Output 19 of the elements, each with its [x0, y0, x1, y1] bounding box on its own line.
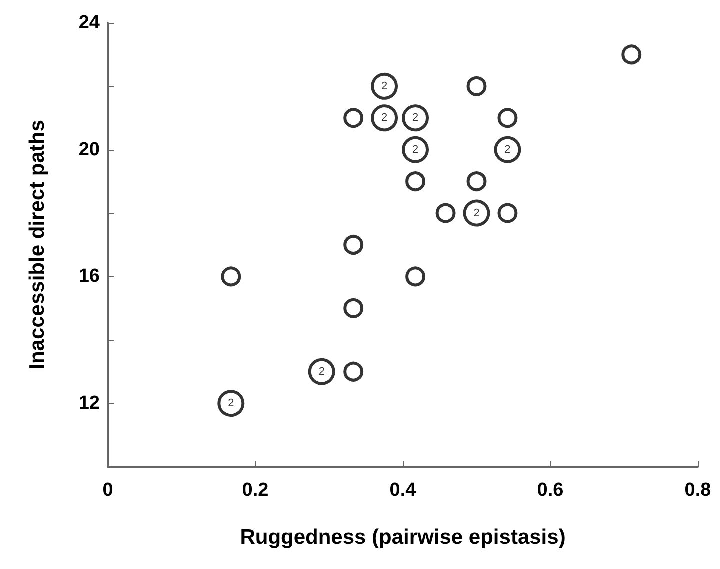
- annotation: 2: [412, 144, 419, 156]
- x-tick-label: 0: [102, 480, 114, 501]
- y-tick-label: 12: [78, 393, 100, 414]
- x-tick-label: 0.2: [242, 480, 269, 501]
- y-tick-label: 20: [78, 139, 100, 160]
- x-axis-title: Ruggedness (pairwise epistasis): [240, 526, 566, 549]
- x-tick-label: 0.4: [390, 480, 417, 501]
- annotation: 2: [382, 112, 388, 124]
- x-tick-label: 0.8: [684, 480, 712, 501]
- annotation: 2: [318, 366, 325, 378]
- y-tick-label: 16: [78, 266, 100, 288]
- annotation: 2: [382, 80, 388, 92]
- annotation: 2: [504, 144, 511, 156]
- annotation: 2: [228, 398, 234, 410]
- annotation: 2: [474, 207, 480, 220]
- x-tick-label: 0.6: [537, 480, 564, 501]
- annotation: 2: [412, 112, 419, 124]
- y-axis-title: Inaccessible direct paths: [26, 120, 49, 370]
- y-tick-label: 24: [78, 12, 100, 34]
